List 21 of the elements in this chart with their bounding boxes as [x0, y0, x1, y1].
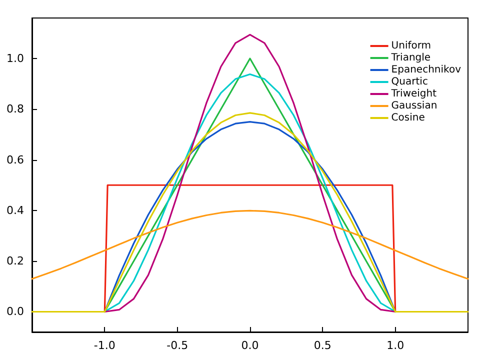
- x-tick-label: -1.0: [94, 339, 116, 352]
- y-tick-label: 0.0: [6, 305, 24, 318]
- y-tick-label: 1.0: [6, 52, 24, 66]
- line-series: [31, 112, 469, 313]
- line-series: [104, 121, 396, 313]
- x-tick-label: -0.5: [166, 339, 188, 352]
- y-tick-label: 0.8: [6, 102, 24, 116]
- legend-label: Quartic: [391, 76, 428, 88]
- legend-label: Uniform: [391, 40, 432, 52]
- y-tick-label: 0.6: [6, 153, 24, 166]
- y-tick-label: 0.2: [6, 254, 24, 268]
- legend-label: Triweight: [390, 88, 437, 100]
- y-tick-label: 0.4: [6, 204, 24, 217]
- x-tick-label: 0.5: [314, 339, 332, 352]
- legend-label: Triangle: [390, 52, 431, 64]
- legend-label: Gaussian: [391, 100, 438, 112]
- legend-label: Cosine: [391, 112, 425, 124]
- x-tick-label: 1.0: [386, 339, 404, 352]
- legend-label: Epanechnikov: [391, 64, 462, 76]
- x-tick-label: 0.0: [241, 339, 259, 352]
- line-series: [31, 210, 469, 280]
